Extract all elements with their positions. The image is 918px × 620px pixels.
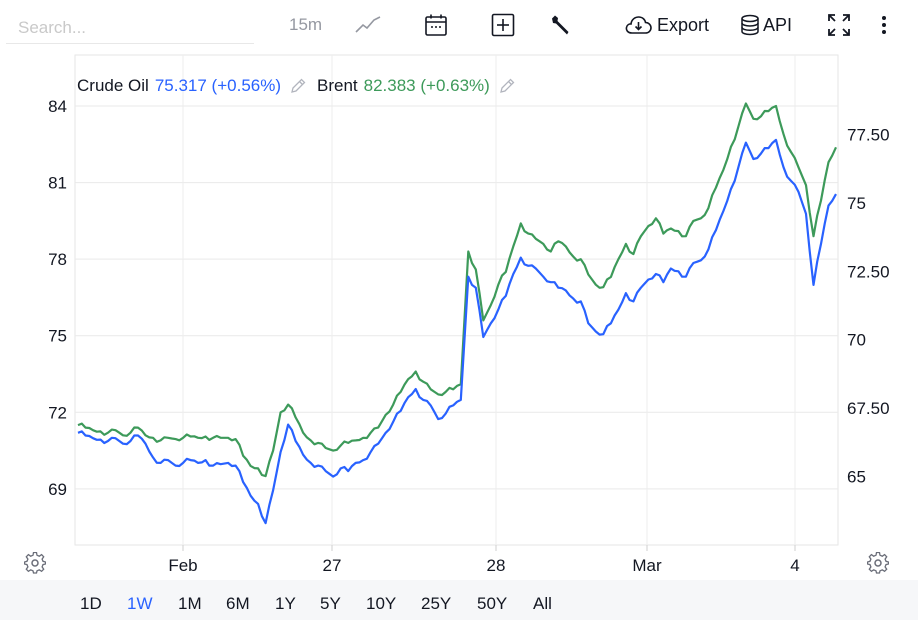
legend-name-brent: Brent	[317, 76, 358, 95]
calendar-icon[interactable]	[424, 10, 448, 40]
time-axis: Feb 27 28 Mar 4	[168, 556, 799, 575]
range-10y[interactable]: 10Y	[366, 594, 397, 613]
toolbar: 15m Export API	[0, 0, 918, 50]
left-tick-label: 69	[48, 480, 67, 499]
chart-grid	[74, 54, 839, 551]
range-all[interactable]: All	[533, 594, 552, 613]
range-1m[interactable]: 1M	[178, 594, 202, 613]
range-1w[interactable]: 1W	[127, 594, 153, 613]
chart-series	[77, 102, 838, 525]
interval-label: 15m	[289, 15, 323, 34]
interval-selector[interactable]: 15m	[289, 10, 322, 40]
export-label: Export	[657, 14, 710, 35]
range-1d[interactable]: 1D	[80, 594, 102, 613]
api-button[interactable]: API	[740, 10, 792, 40]
database-icon	[740, 14, 760, 36]
legend-change-brent: (+0.63%)	[420, 76, 490, 95]
price-chart[interactable]: 69 72 75 78 81 84 65 67.50 70 72.50 75 77.50 Feb 27…	[0, 50, 918, 580]
range-25y[interactable]: 25Y	[421, 594, 452, 613]
range-1y[interactable]: 1Y	[275, 594, 296, 613]
add-indicator-icon[interactable]	[491, 10, 515, 40]
range-5y[interactable]: 5Y	[320, 594, 341, 613]
pencil-icon[interactable]	[498, 77, 516, 95]
fullscreen-icon[interactable]	[827, 10, 851, 40]
gear-icon[interactable]	[866, 551, 890, 579]
left-price-axis: 69 72 75 78 81 84	[48, 97, 67, 499]
search-input[interactable]	[6, 12, 254, 44]
range-50y[interactable]: 50Y	[477, 594, 508, 613]
right-tick-label: 70	[847, 331, 866, 350]
legend-value-crude: 75.317	[154, 76, 207, 95]
legend-name-crude: Crude Oil	[77, 76, 149, 95]
gear-icon[interactable]	[23, 551, 47, 579]
more-vertical-icon[interactable]	[879, 10, 889, 40]
left-tick-label: 81	[48, 174, 67, 193]
api-label: API	[763, 14, 793, 35]
left-tick-label: 75	[48, 327, 67, 346]
wrench-icon[interactable]	[549, 10, 573, 40]
x-tick-label: 4	[790, 556, 799, 575]
x-tick-label: Feb	[168, 556, 197, 575]
legend-value-brent: 82.383	[363, 76, 416, 95]
series-line-crude-oil	[77, 138, 837, 525]
left-tick-label: 84	[48, 97, 67, 116]
plot-border	[74, 54, 839, 546]
cloud-download-icon	[625, 15, 652, 35]
pencil-icon[interactable]	[289, 77, 307, 95]
chart-legend: Crude Oil 75.317 (+0.56%) Brent 82.383 (…	[77, 76, 526, 96]
left-tick-label: 72	[48, 403, 67, 422]
right-tick-label: 65	[847, 468, 866, 487]
range-6m[interactable]: 6M	[226, 594, 250, 613]
right-tick-label: 75	[847, 194, 866, 213]
range-selector: 1D 1W 1M 6M 1Y 5Y 10Y 25Y 50Y All	[0, 580, 918, 620]
right-price-axis: 65 67.50 70 72.50 75 77.50	[847, 125, 890, 486]
x-tick-label: 27	[323, 556, 342, 575]
right-tick-label: 77.50	[847, 125, 890, 144]
x-tick-label: Mar	[632, 556, 662, 575]
export-button[interactable]: Export	[625, 10, 709, 40]
line-chart-icon[interactable]	[355, 10, 381, 40]
series-line-brent	[77, 102, 838, 478]
left-tick-label: 78	[48, 250, 67, 269]
x-tick-label: 28	[487, 556, 506, 575]
right-tick-label: 72.50	[847, 262, 890, 281]
legend-change-crude: (+0.56%)	[211, 76, 281, 95]
right-tick-label: 67.50	[847, 399, 890, 418]
